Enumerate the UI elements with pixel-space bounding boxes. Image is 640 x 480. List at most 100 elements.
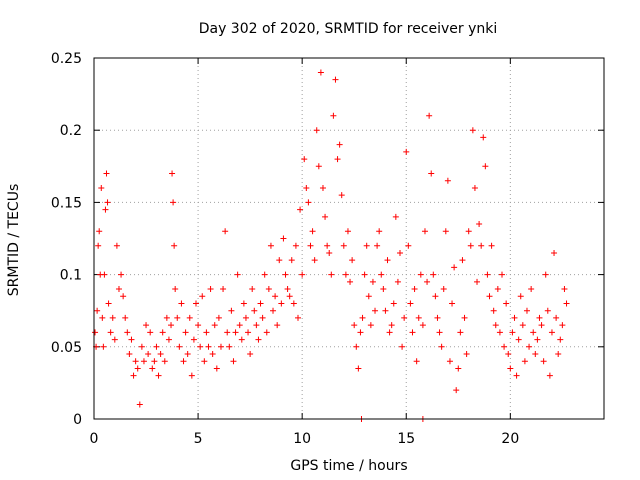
data-point bbox=[355, 365, 362, 372]
data-point bbox=[251, 307, 258, 314]
data-point bbox=[103, 170, 110, 177]
data-point bbox=[238, 336, 245, 343]
data-point bbox=[451, 264, 458, 271]
data-point bbox=[403, 148, 410, 155]
data-point bbox=[551, 249, 558, 256]
data-point bbox=[411, 286, 418, 293]
data-point bbox=[224, 329, 231, 336]
data-point bbox=[272, 293, 279, 300]
data-point bbox=[548, 329, 555, 336]
data-point bbox=[474, 278, 481, 285]
data-point bbox=[336, 141, 343, 148]
data-point bbox=[484, 271, 491, 278]
data-point bbox=[334, 156, 341, 163]
data-point bbox=[186, 314, 193, 321]
data-point bbox=[155, 372, 162, 379]
data-point bbox=[245, 329, 252, 336]
data-point bbox=[501, 343, 508, 350]
data-point bbox=[230, 358, 237, 365]
data-point bbox=[405, 242, 412, 249]
data-point bbox=[280, 235, 287, 242]
data-point bbox=[236, 322, 243, 329]
data-point bbox=[419, 322, 426, 329]
data-point bbox=[182, 329, 189, 336]
data-point bbox=[357, 329, 364, 336]
data-point bbox=[340, 242, 347, 249]
data-point bbox=[436, 329, 443, 336]
data-point bbox=[165, 336, 172, 343]
data-point bbox=[303, 184, 310, 191]
data-point bbox=[503, 300, 510, 307]
data-point bbox=[557, 336, 564, 343]
data-point bbox=[324, 242, 331, 249]
data-point bbox=[265, 286, 272, 293]
data-point bbox=[386, 329, 393, 336]
data-point bbox=[553, 314, 560, 321]
data-point bbox=[282, 271, 289, 278]
data-point bbox=[207, 286, 214, 293]
x-tick-label: 10 bbox=[293, 431, 311, 447]
data-point bbox=[313, 127, 320, 134]
data-point bbox=[382, 307, 389, 314]
data-point bbox=[476, 221, 483, 228]
data-point bbox=[105, 300, 112, 307]
data-point bbox=[130, 372, 137, 379]
data-point bbox=[217, 343, 224, 350]
data-point bbox=[509, 329, 516, 336]
data-point bbox=[95, 242, 102, 249]
data-point bbox=[286, 293, 293, 300]
data-point bbox=[153, 343, 160, 350]
data-point bbox=[442, 228, 449, 235]
data-point bbox=[488, 242, 495, 249]
data-point bbox=[184, 351, 191, 358]
data-point bbox=[297, 206, 304, 213]
data-point bbox=[330, 112, 337, 119]
data-point bbox=[480, 134, 487, 141]
data-point bbox=[163, 314, 170, 321]
y-tick-label: 0.05 bbox=[51, 340, 82, 356]
data-point bbox=[515, 336, 522, 343]
y-tick-label: 0 bbox=[73, 412, 82, 428]
data-point bbox=[338, 192, 345, 199]
data-point bbox=[374, 242, 381, 249]
data-point bbox=[521, 358, 528, 365]
data-point bbox=[205, 343, 212, 350]
x-axis-label: GPS time / hours bbox=[290, 458, 407, 474]
data-point bbox=[344, 228, 351, 235]
data-point bbox=[132, 358, 139, 365]
y-tick-label: 0.25 bbox=[51, 51, 82, 67]
data-point bbox=[138, 343, 145, 350]
data-point bbox=[378, 271, 385, 278]
y-axis-label: SRMTID / TECUs bbox=[6, 184, 22, 297]
data-point bbox=[171, 242, 178, 249]
data-point bbox=[415, 314, 422, 321]
data-point bbox=[507, 365, 514, 372]
data-point bbox=[161, 358, 168, 365]
data-point bbox=[157, 351, 164, 358]
data-point bbox=[136, 401, 143, 408]
data-point bbox=[342, 271, 349, 278]
data-point bbox=[220, 286, 227, 293]
data-point bbox=[242, 314, 249, 321]
data-point bbox=[284, 286, 291, 293]
data-point bbox=[469, 127, 476, 134]
data-point bbox=[401, 314, 408, 321]
data-point bbox=[446, 358, 453, 365]
data-point bbox=[288, 257, 295, 264]
data-point bbox=[172, 286, 179, 293]
data-point bbox=[122, 314, 129, 321]
data-point bbox=[120, 293, 127, 300]
data-point bbox=[499, 271, 505, 278]
data-point bbox=[397, 249, 403, 256]
data-point bbox=[463, 351, 470, 358]
data-point bbox=[394, 278, 401, 285]
data-point bbox=[392, 213, 399, 220]
data-point bbox=[492, 322, 499, 329]
data-point bbox=[555, 351, 562, 358]
data-point bbox=[424, 278, 431, 285]
data-point bbox=[126, 351, 133, 358]
data-point bbox=[234, 271, 241, 278]
data-point bbox=[505, 351, 512, 358]
data-point bbox=[536, 314, 543, 321]
